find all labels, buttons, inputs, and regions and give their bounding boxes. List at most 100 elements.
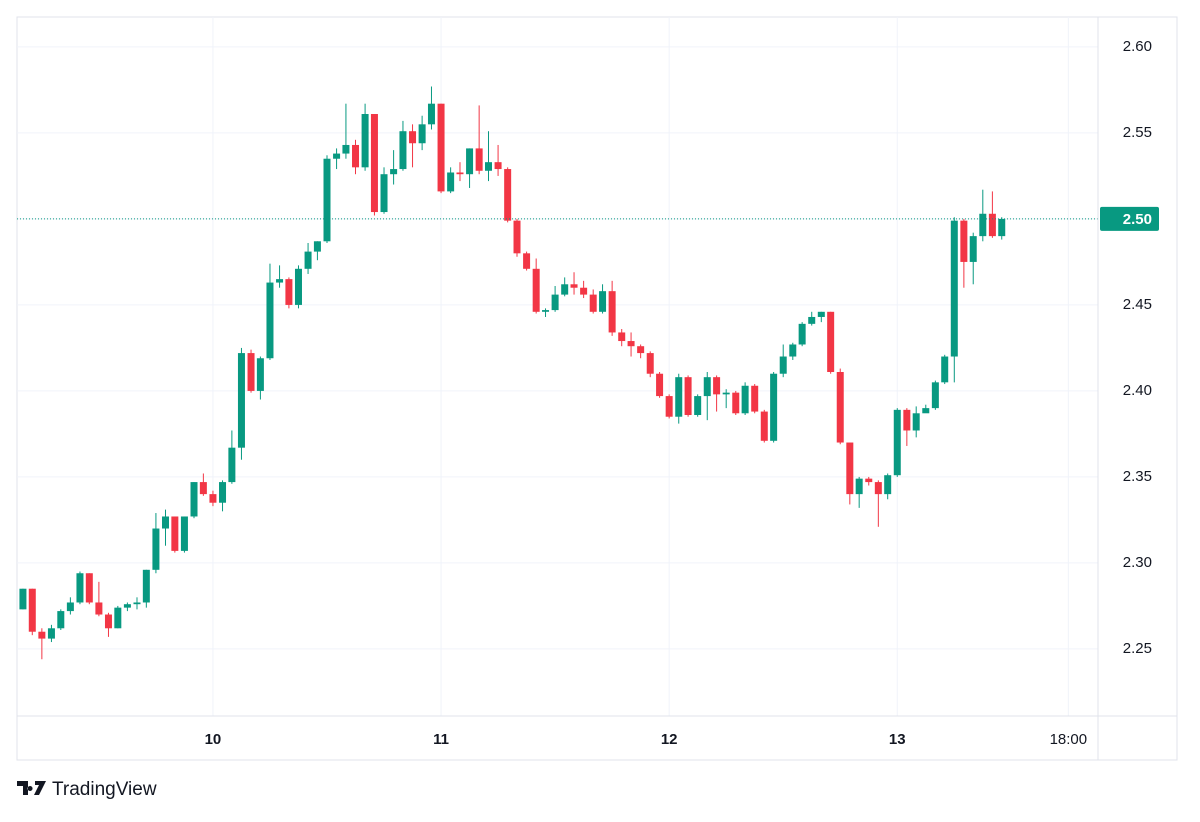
candle-body	[180, 516, 188, 551]
candle-body	[171, 516, 179, 551]
candle-body	[950, 220, 958, 357]
candle-body	[751, 385, 759, 412]
candle-body	[504, 169, 512, 221]
candle-body	[561, 284, 569, 295]
candle-body	[893, 409, 901, 476]
candle-body	[998, 218, 1006, 237]
candle-body	[380, 174, 388, 213]
candle-body	[523, 253, 531, 269]
candle-body	[732, 392, 740, 414]
logo-icon	[17, 781, 46, 795]
candle-body	[19, 588, 27, 610]
candle-body	[199, 482, 207, 495]
candle-body	[352, 144, 360, 168]
candle-body	[960, 220, 968, 262]
candle-body	[76, 573, 84, 603]
candle-body	[370, 114, 378, 213]
candle-body	[884, 475, 892, 495]
candle-body	[323, 158, 331, 242]
logo: TradingView	[17, 779, 157, 800]
y-tick-label: 2.40	[1123, 382, 1152, 399]
candle-body	[437, 103, 445, 192]
candle-body	[542, 310, 550, 312]
axes: 2.25 2.30 2.35 2.40 2.45 2.50 2.55 2.60 10 11 12 13…	[17, 17, 1177, 760]
candle-body	[808, 316, 816, 324]
candle-body	[703, 377, 711, 397]
y-tick-label: 2.30	[1123, 554, 1152, 571]
candle-body	[770, 373, 778, 441]
candle-body	[903, 409, 911, 431]
candle-body	[104, 614, 112, 629]
candle-body	[114, 607, 122, 629]
y-tick-label: 2.25	[1123, 640, 1152, 657]
candle-body	[846, 442, 854, 495]
last-price-label: 2.50	[1123, 211, 1152, 228]
candle-body	[580, 287, 588, 295]
candle-body	[484, 162, 492, 171]
candles	[17, 86, 1098, 660]
candle-body	[988, 213, 996, 237]
candle-body	[513, 220, 521, 254]
candle-body	[874, 482, 882, 495]
y-tick-label: 2.60	[1123, 38, 1152, 55]
candle-body	[399, 131, 407, 170]
candle-body	[836, 372, 844, 443]
candle-body	[713, 377, 721, 395]
candle-body	[219, 482, 227, 503]
candle-body	[57, 611, 65, 629]
candle-body	[912, 413, 920, 431]
candle-body	[570, 284, 578, 288]
candle-body	[618, 332, 626, 342]
candle-body	[656, 373, 664, 397]
candle-body	[941, 356, 949, 383]
candle-body	[47, 628, 55, 639]
candle-body	[589, 294, 597, 312]
candle-body	[665, 396, 673, 417]
candle-body	[152, 528, 160, 570]
candle-body	[722, 392, 730, 395]
chart-frame	[16, 16, 1178, 761]
x-tick-label: 13	[889, 731, 906, 748]
candle-body	[922, 408, 930, 414]
candle-body	[456, 172, 464, 175]
candle-body	[294, 268, 302, 305]
candle-body	[694, 396, 702, 416]
candle-body	[237, 353, 245, 448]
y-tick-label: 2.45	[1123, 296, 1152, 313]
candle-body	[133, 602, 141, 605]
x-tick-label: 11	[433, 731, 449, 748]
candle-body	[38, 631, 46, 639]
candle-body	[161, 516, 169, 529]
candle-body	[276, 279, 284, 283]
candle-body	[627, 341, 635, 347]
candle-body	[142, 569, 150, 603]
candle-body	[390, 169, 398, 175]
candle-body	[409, 131, 417, 144]
candle-body	[66, 602, 74, 612]
candle-body	[266, 282, 274, 359]
candle-body	[798, 323, 806, 345]
candle-body	[817, 311, 825, 317]
candle-body	[333, 153, 341, 159]
candle-body	[827, 311, 835, 373]
brand: TradingView	[52, 779, 157, 800]
candle-body	[427, 103, 435, 125]
candle-body	[779, 356, 787, 374]
candle-body	[342, 144, 350, 154]
candle-body	[228, 447, 236, 483]
y-tick-label: 2.35	[1123, 468, 1152, 485]
candle-body	[123, 604, 131, 608]
candle-body	[532, 268, 540, 312]
candle-body	[599, 291, 607, 312]
candle-body	[789, 344, 797, 357]
candle-body	[931, 382, 939, 409]
last-price-box	[1100, 206, 1159, 231]
candle-body	[608, 291, 616, 333]
candle-body	[865, 478, 873, 483]
candle-body	[304, 251, 312, 269]
candle-body	[209, 494, 217, 503]
candle-body	[979, 213, 987, 237]
candle-body	[741, 385, 749, 414]
candle-body	[447, 172, 455, 192]
